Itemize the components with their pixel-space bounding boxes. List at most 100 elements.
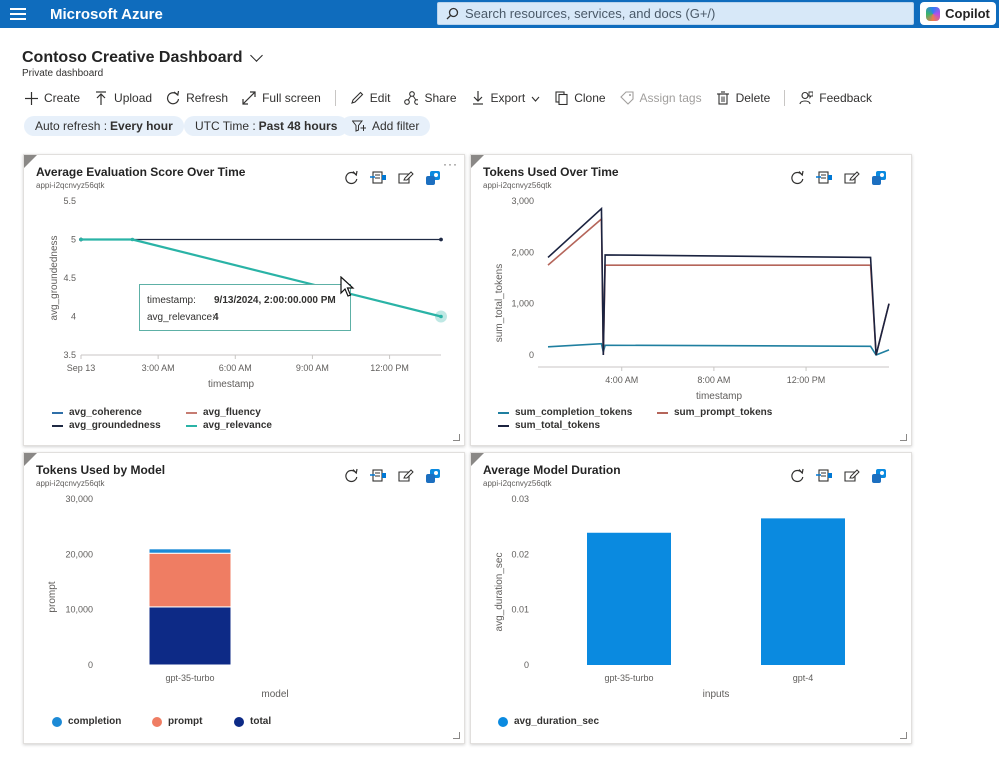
y-axis-title: avg_groundedness [49,235,60,320]
clone-button[interactable]: Clone [554,91,606,105]
refresh-tile-icon[interactable] [343,169,360,186]
delete-button[interactable]: Delete [716,91,771,105]
refresh-tile-icon[interactable] [789,169,806,186]
open-in-logs-icon[interactable] [816,467,833,484]
edit-button[interactable]: Edit [350,91,391,105]
y-tick-label: 30,000 [65,494,93,504]
y-tick-label: 0.01 [511,605,529,615]
full-screen-button[interactable]: Full screen [242,91,321,105]
x-axis-title: model [261,689,288,700]
bar-segment-prompt [148,552,232,608]
assign-tags-label: Assign tags [639,91,702,105]
resize-handle[interactable] [900,434,907,441]
tile-tokens-used-by-model[interactable]: Tokens Used by Model appi-i2qcnvyz56qtk … [23,452,465,744]
refresh-tile-icon[interactable] [789,467,806,484]
insights-icon[interactable] [870,169,887,186]
legend-item[interactable]: avg_coherence [52,407,142,418]
upload-button[interactable]: Upload [94,91,152,105]
x-tick-label: gpt-35-turbo [165,673,214,683]
copilot-label: Copilot [945,6,990,21]
legend-swatch [186,424,197,427]
time-range-label: UTC Time : [195,119,256,133]
menu-icon[interactable] [6,4,30,24]
full-screen-label: Full screen [262,91,321,105]
page-title: Contoso Creative Dashboard [22,49,243,66]
bar-segment-completion [148,548,232,554]
add-filter-button[interactable]: Add filter [341,116,431,136]
legend-item[interactable]: avg_fluency [186,407,261,418]
legend-item[interactable]: total [234,716,271,727]
feedback-label: Feedback [819,91,872,105]
y-tick-label: 5 [71,235,76,245]
tooltip-value-relevance: 4 [213,312,219,323]
legend-label: prompt [168,716,203,727]
hover-highlight-point [435,310,447,323]
edit-tile-icon[interactable] [843,169,860,186]
series-line-sum_prompt_tokens [547,217,890,356]
edit-label: Edit [369,91,391,105]
x-tick-label: 6:00 AM [219,363,252,373]
global-search[interactable] [437,2,914,25]
y-axis-title: sum_total_tokens [494,264,505,342]
legend-label: sum_completion_tokens [515,407,633,418]
auto-refresh-filter[interactable]: Auto refresh : Every hour [24,116,184,136]
export-button[interactable]: Export [471,91,541,105]
page-subtitle: Private dashboard [22,68,104,79]
legend-item[interactable]: sum_prompt_tokens [657,407,772,418]
legend-item[interactable]: avg_duration_sec [498,716,599,727]
tile-tokens-used-over-time[interactable]: Tokens Used Over Time appi-i2qcnvyz56qtk… [470,154,912,446]
assign-tags-button[interactable]: Assign tags [619,91,702,105]
open-in-logs-icon[interactable] [370,467,387,484]
legend-item[interactable]: avg_groundedness [52,420,161,431]
upload-label: Upload [114,91,153,105]
insights-icon[interactable] [424,169,441,186]
legend-swatch [498,716,508,727]
copilot-button[interactable]: Copilot [920,2,996,25]
insights-icon[interactable] [424,467,441,484]
tile-average-evaluation-score[interactable]: Average Evaluation Score Over Time appi-… [23,154,465,446]
legend-label: total [250,716,272,727]
refresh-label: Refresh [186,91,229,105]
resize-handle[interactable] [453,434,460,441]
x-tick-label: 3:00 AM [142,363,175,373]
create-label: Create [44,91,81,105]
insights-icon[interactable] [870,467,887,484]
bar-gpt-35-turbo [587,532,671,665]
legend-item[interactable]: avg_relevance [186,420,272,431]
open-in-logs-icon[interactable] [370,169,387,186]
x-tick-label: Sep 13 [67,363,96,373]
tile-title: Tokens Used by Model [36,463,166,477]
edit-tile-icon[interactable] [843,467,860,484]
legend-item[interactable]: sum_completion_tokens [498,407,632,418]
search-icon [446,7,459,20]
delete-label: Delete [735,91,771,105]
search-input[interactable] [465,6,905,21]
resize-handle[interactable] [900,732,907,739]
create-button[interactable]: Create [24,91,80,105]
y-tick-label: 10,000 [65,605,93,615]
open-in-logs-icon[interactable] [816,169,833,186]
brand-title[interactable]: Microsoft Azure [50,5,163,23]
legend-item[interactable]: prompt [152,716,202,727]
x-tick-label: 9:00 AM [296,363,329,373]
feedback-button[interactable]: Feedback [799,91,872,105]
edit-tile-icon[interactable] [397,467,414,484]
refresh-tile-icon[interactable] [343,467,360,484]
bar-segment-total [148,606,232,666]
legend-item[interactable]: sum_total_tokens [498,420,600,431]
more-options-icon[interactable]: ··· [443,157,458,171]
share-button[interactable]: Share [404,91,457,105]
share-icon [404,91,419,105]
resize-handle[interactable] [453,732,460,739]
legend-item[interactable]: completion [52,716,121,727]
tile-average-model-duration[interactable]: Average Model Duration appi-i2qcnvyz56qt… [470,452,912,744]
edit-tile-icon[interactable] [397,169,414,186]
tag-icon [619,91,634,105]
clone-label: Clone [574,91,606,105]
time-range-filter[interactable]: UTC Time : Past 48 hours [184,116,349,136]
top-bar: Microsoft Azure Copilot [0,0,999,28]
x-axis-title: timestamp [208,379,255,390]
refresh-button[interactable]: Refresh [166,91,228,105]
chevron-down-icon[interactable] [250,49,264,62]
y-tick-label: 20,000 [65,549,93,559]
